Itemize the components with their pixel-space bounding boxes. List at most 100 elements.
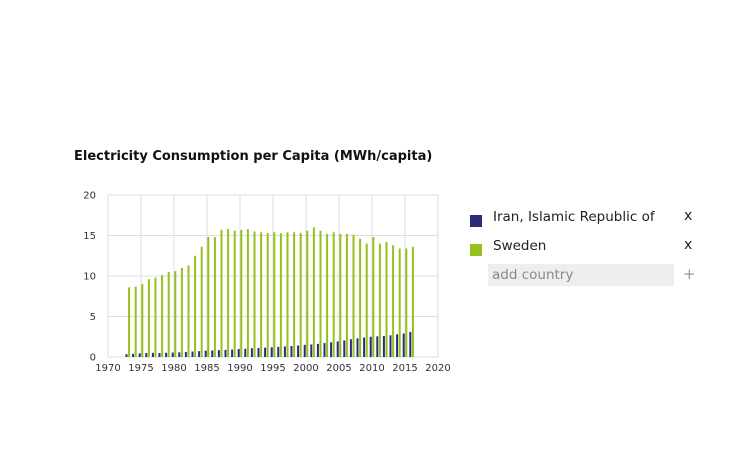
bar-sweden: [339, 233, 342, 357]
bar-sweden: [174, 271, 177, 357]
y-tick-label: 20: [83, 191, 96, 202]
x-tick-label: 2005: [326, 363, 351, 374]
bar-iran: [217, 350, 220, 357]
chart-plot: 0 5 10 15 20 1970 1975 1980 1985 1990 1995 2000 2005…: [83, 191, 450, 375]
bar-sweden: [372, 237, 375, 357]
bar-iran: [376, 336, 379, 357]
bar-iran: [349, 339, 352, 357]
bar-iran: [145, 352, 148, 357]
bar-iran: [363, 337, 366, 357]
bar-iran: [382, 335, 385, 357]
bar-sweden: [319, 230, 322, 357]
bar-sweden: [398, 248, 401, 357]
bar-iran: [310, 344, 313, 357]
x-tick-label: 2010: [359, 363, 384, 374]
bar-iran: [231, 349, 234, 357]
bar-iran: [211, 350, 214, 357]
add-country-row: +: [468, 264, 698, 290]
bar-iran: [138, 353, 141, 357]
bar-sweden: [405, 248, 408, 357]
bar-sweden: [352, 234, 355, 357]
remove-iran-button[interactable]: x: [684, 208, 693, 224]
bar-sweden: [359, 238, 362, 357]
bar-iran: [165, 352, 168, 357]
bar-sweden: [187, 265, 190, 357]
bar-iran: [409, 331, 412, 357]
bar-iran: [132, 353, 135, 357]
bar-sweden: [266, 233, 269, 357]
bar-iran: [283, 346, 286, 357]
bar-sweden: [213, 237, 216, 357]
bar-iran: [198, 351, 201, 357]
bar-iran: [264, 347, 267, 357]
bar-sweden: [392, 245, 395, 357]
legend-swatch-iran: [470, 215, 482, 227]
bar-iran: [396, 334, 399, 357]
bar-sweden: [299, 233, 302, 357]
bar-iran: [237, 349, 240, 357]
bar-sweden: [154, 277, 157, 357]
bar-iran: [250, 348, 253, 357]
bar-sweden: [293, 232, 296, 357]
bar-iran: [244, 348, 247, 357]
x-tick-label: 1975: [128, 363, 153, 374]
x-tick-label: 1970: [95, 363, 120, 374]
bar-sweden: [141, 284, 144, 357]
bar-iran: [369, 336, 372, 357]
bar-sweden: [227, 229, 230, 357]
bar-iran: [323, 343, 326, 357]
x-tick-label: 2015: [392, 363, 417, 374]
bar-iran: [336, 341, 339, 357]
legend-swatch-sweden: [470, 244, 482, 256]
bar-sweden: [246, 229, 249, 357]
add-country-button[interactable]: +: [683, 265, 696, 283]
bar-iran: [125, 354, 128, 357]
bar-sweden: [260, 232, 263, 357]
bar-sweden: [332, 232, 335, 357]
bar-iran: [356, 338, 359, 357]
chart-title: Electricity Consumption per Capita (MWh/…: [74, 149, 433, 164]
y-tick-label: 10: [83, 272, 96, 283]
bar-sweden: [207, 237, 210, 357]
bar-iran: [343, 340, 346, 357]
x-tick-label: 2020: [425, 363, 450, 374]
x-tick-label: 1980: [161, 363, 186, 374]
x-tick-label: 1985: [194, 363, 219, 374]
y-tick-label: 5: [90, 312, 96, 323]
bar-iran: [204, 350, 207, 357]
bar-iran: [316, 343, 319, 357]
bar-sweden: [240, 229, 243, 357]
y-tick-label: 15: [83, 231, 96, 242]
bar-iran: [290, 346, 293, 357]
remove-sweden-button[interactable]: x: [684, 237, 693, 253]
legend: Iran, Islamic Republic of x Sweden x +: [468, 206, 698, 290]
bar-iran: [402, 333, 405, 357]
bar-sweden: [273, 232, 276, 357]
bar-sweden: [411, 246, 414, 357]
bar-iran: [171, 352, 174, 357]
bar-sweden: [128, 287, 131, 357]
legend-label-iran: Iran, Islamic Republic of: [493, 209, 655, 225]
x-tick-label: 1990: [227, 363, 252, 374]
bar-sweden: [306, 230, 309, 357]
bar-sweden: [279, 233, 282, 357]
bar-sweden: [180, 267, 183, 357]
bar-sweden: [194, 255, 197, 357]
bar-iran: [277, 346, 280, 357]
bar-iran: [184, 351, 187, 357]
bar-sweden: [147, 279, 150, 357]
bar-iran: [257, 347, 260, 357]
bar-iran: [297, 345, 300, 357]
legend-item-iran: Iran, Islamic Republic of x: [468, 206, 698, 235]
bar-iran: [178, 352, 181, 357]
legend-item-sweden: Sweden x: [468, 235, 698, 264]
add-country-input[interactable]: [488, 264, 674, 286]
bar-iran: [330, 342, 333, 357]
bar-sweden: [134, 286, 137, 357]
bar-iran: [151, 352, 154, 357]
bar-sweden: [345, 233, 348, 357]
bar-sweden: [365, 243, 368, 357]
x-tick-label: 1995: [260, 363, 285, 374]
bar-iran: [270, 347, 273, 357]
bar-iran: [389, 335, 392, 357]
